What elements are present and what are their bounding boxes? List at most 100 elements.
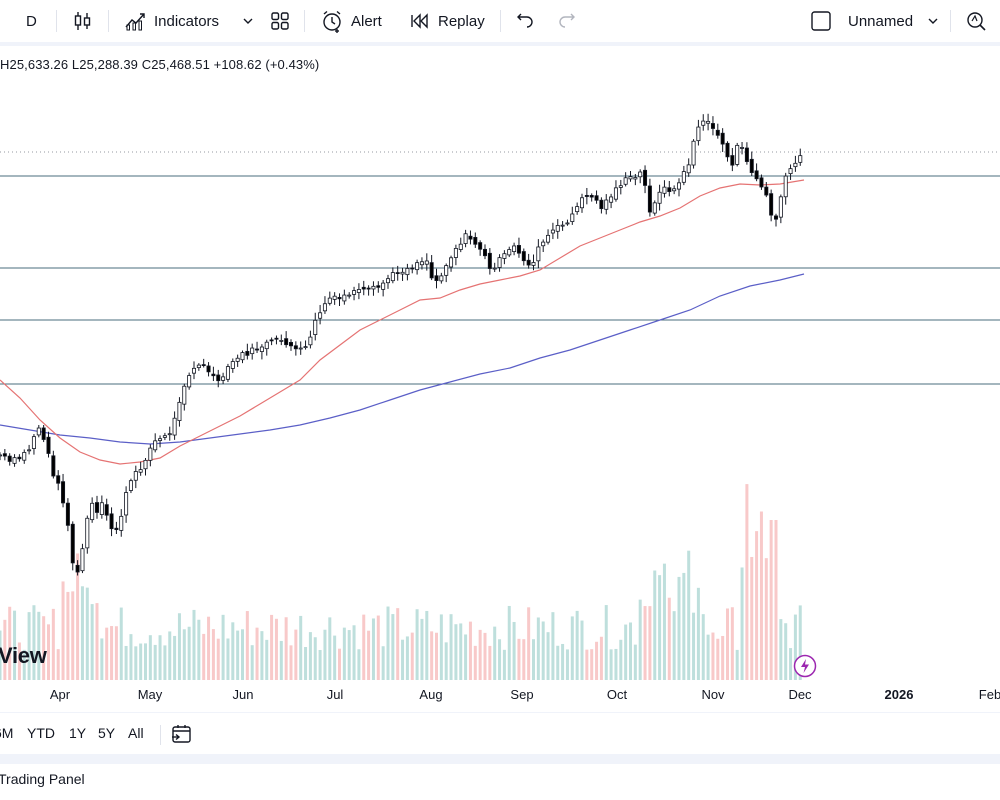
candle-body [672,188,677,192]
volume-bar [507,605,511,680]
candle-body [27,449,32,452]
volume-bar [561,643,565,680]
volume-bar [629,622,632,680]
volume-bar [633,644,637,680]
range-button-all[interactable]: All [128,725,144,741]
volume-bar [692,612,696,680]
candle-body [124,492,129,516]
candle-body [749,158,754,173]
candle-body [444,265,449,276]
candle-body [385,278,390,284]
range-button-1y[interactable]: 1Y [69,725,87,741]
candle-body [594,195,599,201]
candle-body [182,385,187,405]
volume-bar [667,597,671,680]
trading-panel-label[interactable]: Trading Panel [0,771,85,787]
indicators-button[interactable]: Indicators [124,8,219,34]
candle-body [7,455,12,462]
volume-bar [304,646,308,680]
volume-bar [85,587,89,680]
candle-body [783,175,788,198]
range-button-ytd[interactable]: YTD [27,725,55,741]
candle-body [652,202,657,214]
volume-bar [80,586,84,680]
price-chart[interactable] [0,46,1000,682]
volume-bar [580,620,584,680]
volume-bar [236,630,240,680]
volume-bar [211,629,215,680]
volume-bar [192,609,196,680]
volume-bar [284,617,288,680]
quick-search-button[interactable] [964,8,988,34]
volume-bar [110,626,114,680]
toolbar-divider [950,10,951,32]
chart-type-button[interactable] [72,8,94,34]
moving-average-line [0,179,805,465]
candle-body [536,246,541,262]
layout-square-icon [811,11,831,31]
candle-body [720,132,725,145]
volume-bar [100,638,104,680]
volume-bar [498,639,502,680]
volume-bar [439,614,443,680]
volume-bar [585,649,589,680]
candle-body [778,196,783,218]
volume-bar [682,572,686,680]
volume-bar [750,556,754,680]
undo-button[interactable] [515,8,535,34]
layout-name-button[interactable]: Unnamed [810,8,939,34]
volume-bar [677,576,681,680]
indicators-dropdown[interactable] [242,8,254,34]
candle-body [482,248,487,257]
range-divider [160,725,161,745]
volume-bar [299,615,303,680]
candle-body [143,459,148,470]
candle-body [633,177,638,180]
candle-body [507,249,512,256]
volume-bar [764,558,768,680]
range-button-5y[interactable]: 5Y [98,725,116,741]
volume-bar [759,511,763,680]
range-button-6m[interactable]: 6M [0,725,14,741]
volume-bar [308,632,312,680]
redo-button[interactable] [557,8,577,34]
candle-body [167,433,172,436]
candle-body [381,282,386,290]
time-axis[interactable]: Apr May Jun Jul Aug Sep Oct Nov Dec 2026 Feb [0,682,1000,708]
candle-body [395,272,400,274]
volume-bar [658,575,662,680]
candle-body [478,242,483,250]
trading-panel-bar[interactable]: Trading Panel [0,764,1000,800]
layouts-button[interactable] [270,8,290,34]
replay-button[interactable]: Replay [410,8,485,34]
volume-bar [532,639,535,680]
volume-bar [22,649,26,680]
candle-body [774,215,779,220]
calendar-goto-icon[interactable] [170,722,194,746]
candle-body [453,248,458,258]
lightning-icon[interactable] [793,654,817,678]
candle-body [211,373,216,377]
candle-body [531,262,536,266]
volume-bar [425,610,429,680]
candle-body [318,312,323,319]
candle-body [516,245,521,254]
volume-bar [493,626,497,680]
volume-bar [624,624,628,680]
time-label: May [137,687,163,702]
alert-button[interactable]: Alert [320,8,382,34]
candle-body [148,447,153,461]
volume-bar [105,627,109,680]
volume-bar [323,629,327,680]
interval-button[interactable]: D [26,8,37,34]
candle-body [119,515,124,531]
candle-body [313,319,318,335]
candle-body [405,268,410,276]
volume-bar [168,631,172,680]
volume-bar [265,639,269,680]
candle-body [46,436,51,454]
volume-bar [430,631,434,680]
toolbar-divider [108,10,109,32]
volume-bar [716,638,720,680]
candle-body [61,481,66,504]
